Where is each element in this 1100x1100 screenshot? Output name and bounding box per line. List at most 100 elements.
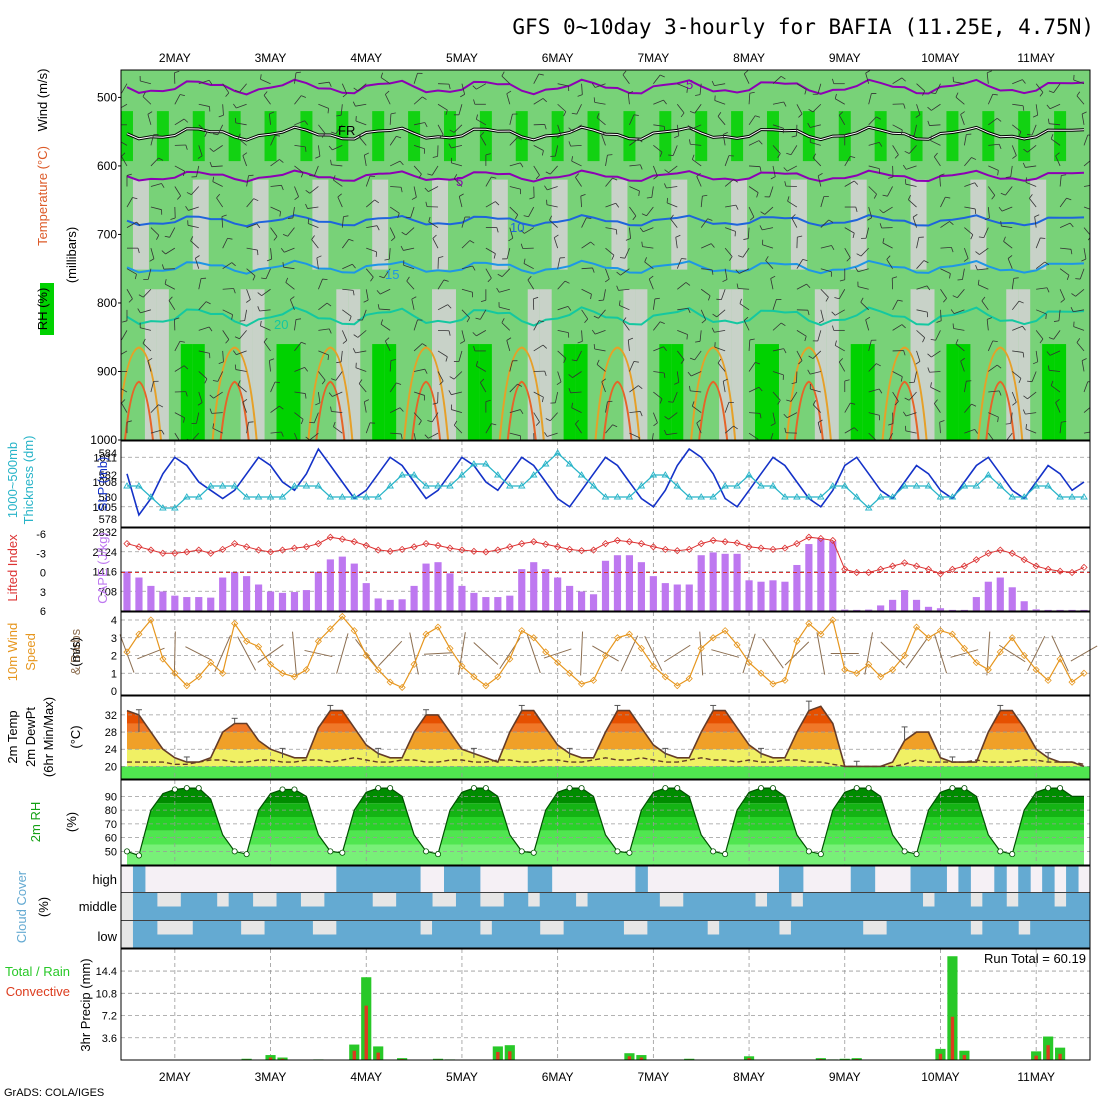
upper-wind-barb-flag <box>448 143 452 149</box>
upper-wind-barb <box>690 390 702 393</box>
upper-wind-barb-flag <box>342 340 348 344</box>
upper-wind-barb <box>140 309 152 314</box>
upper-wind-barb-flag <box>846 257 851 262</box>
upper-wind-barb-flag <box>878 388 883 394</box>
upper-wind-barb-flag <box>185 206 189 211</box>
upper-wind-barb <box>358 136 367 146</box>
upper-wind-barb <box>916 350 921 362</box>
upper-wind-barb <box>1025 428 1037 434</box>
lifted-index-marker <box>649 543 657 551</box>
upper-wind-barb <box>714 83 726 87</box>
thickness-marker <box>924 482 933 489</box>
lifted-index-marker <box>829 536 837 544</box>
upper-wind-barb <box>390 186 402 188</box>
warm-contour-25 <box>881 346 928 440</box>
upper-wind-barb <box>812 157 822 167</box>
upper-wind-barb-flag <box>717 112 722 117</box>
cloud-cell <box>479 906 493 920</box>
cloud-cell <box>1006 906 1019 920</box>
upper-wind-barb <box>953 328 965 331</box>
upper-wind-barb <box>1083 160 1090 167</box>
lifted-index-marker <box>231 540 239 548</box>
thickness-marker <box>852 493 861 500</box>
cloud-cell <box>300 921 313 948</box>
upper-wind-barb-flag <box>541 150 544 156</box>
upper-wind-barb <box>140 80 152 85</box>
cape-bar <box>757 581 765 611</box>
upper-wind-barb <box>150 206 162 211</box>
upper-wind-barb <box>699 83 702 95</box>
upper-wind-barb <box>601 381 606 393</box>
upper-wind-barb-flag <box>894 154 899 159</box>
rh-tick-label: 60 <box>105 833 117 845</box>
upper-wind-barb <box>940 289 947 299</box>
upper-wind-barb-flag <box>783 101 787 107</box>
upper-wind-barb <box>194 258 200 269</box>
wind10-speed-marker <box>350 627 358 635</box>
upper-wind-barb-flag <box>834 93 837 99</box>
upper-wind-barb <box>651 186 654 198</box>
upper-wind-barb-flag <box>309 421 315 424</box>
upper-wind-barb-flag <box>294 196 299 201</box>
rh-moist-patch <box>300 111 313 162</box>
upper-wind-barb <box>987 432 994 440</box>
upper-wind-barb <box>216 197 224 208</box>
upper-wind-barb <box>916 83 925 92</box>
upper-wind-barb-flag <box>301 95 307 98</box>
warm-contour-30 <box>123 380 154 440</box>
upper-wind-barb-flag <box>156 235 160 240</box>
slp-ylabel-thick: Thickness (dm) <box>21 436 36 525</box>
upper-wind-barb <box>413 96 423 105</box>
cloud-cell <box>372 921 385 948</box>
upper-wind-barb <box>121 350 128 355</box>
lifted-index-marker <box>338 535 346 543</box>
upper-wind-barb <box>868 116 877 126</box>
upper-wind-barb <box>962 268 965 280</box>
upper-wind-barb-flag <box>743 238 749 240</box>
thickness-marker <box>506 482 514 489</box>
upper-wind-barb <box>549 219 558 228</box>
upper-wind-barb-flag <box>777 153 781 158</box>
upper-wind-barb <box>887 186 893 197</box>
upper-wind-barb <box>379 308 391 311</box>
upper-wind-barb-flag <box>616 271 621 276</box>
lifted-index-marker <box>1068 568 1076 577</box>
upper-wind-barb-flag <box>618 300 621 306</box>
upper-wind-barb-flag <box>132 197 138 200</box>
upper-wind-barb-flag <box>998 390 1002 396</box>
upper-wind-barb-flag <box>541 397 544 403</box>
upper-wind-barb-flag <box>984 217 990 221</box>
upper-wind-barb-flag <box>473 346 476 352</box>
upper-wind-barb <box>437 350 448 358</box>
upper-wind-barb-flag <box>352 348 356 354</box>
upper-wind-barb-flag <box>331 131 336 135</box>
upper-wind-barb-flag <box>485 399 491 402</box>
upper-wind-barb-flag <box>342 93 348 98</box>
upper-wind-barb-flag <box>832 78 835 84</box>
upper-wind-barb <box>554 145 559 157</box>
thickness-marker <box>948 493 957 500</box>
upper-wind-barb-flag <box>321 379 326 385</box>
lifted-index-marker <box>793 540 801 548</box>
rh-dry-patch <box>611 179 628 270</box>
upper-wind-barb-flag <box>309 175 315 177</box>
upper-wind-barb-flag <box>951 247 954 253</box>
cloud-cell <box>288 921 301 948</box>
upper-wind-barb <box>480 382 487 393</box>
upper-wind-barb <box>222 330 230 340</box>
upper-wind-barb <box>1059 222 1071 228</box>
upper-wind-barb-flag <box>577 94 583 97</box>
upper-wind-barb-flag <box>876 363 881 367</box>
cloud-cell <box>336 921 349 948</box>
upper-wind-barb <box>619 304 630 311</box>
upper-wind-barb <box>431 165 439 176</box>
upper-wind-barb-flag <box>315 402 321 406</box>
cloud-cell <box>420 934 433 948</box>
upper-wind-barb <box>174 432 180 440</box>
upper-wind-barb-flag <box>263 91 268 96</box>
wind10-speed-marker <box>829 616 837 624</box>
cloud-cell <box>934 893 947 920</box>
upper-wind-barb <box>294 120 305 126</box>
upper-wind-barb-flag <box>400 187 403 193</box>
upper-wind-barb-flag <box>663 346 667 352</box>
